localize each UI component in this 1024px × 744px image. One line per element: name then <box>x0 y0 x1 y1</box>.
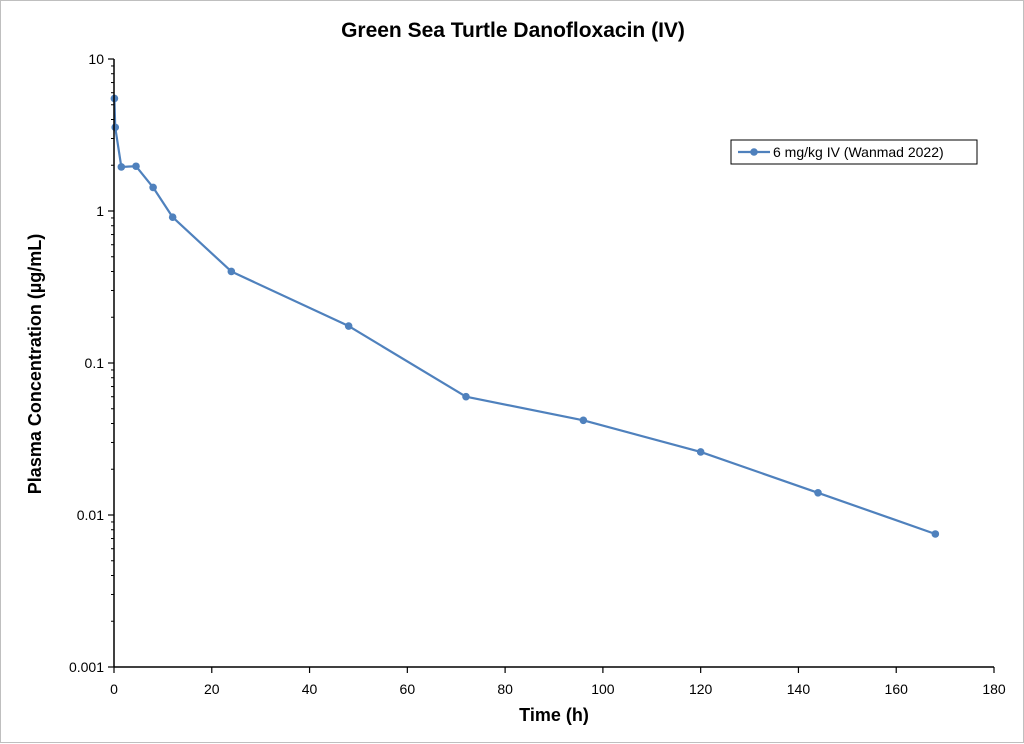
x-tick-label: 60 <box>400 681 416 697</box>
y-tick-label: 0.01 <box>77 507 104 523</box>
x-tick-label: 120 <box>689 681 713 697</box>
data-point <box>931 530 940 538</box>
data-point <box>227 267 236 276</box>
x-tick-label: 40 <box>302 681 318 697</box>
x-tick-label: 20 <box>204 681 220 697</box>
data-point <box>149 183 157 192</box>
data-point <box>132 162 140 171</box>
data-point <box>117 163 126 171</box>
x-tick-label: 140 <box>787 681 811 697</box>
y-tick-label: 0.1 <box>85 355 105 371</box>
y-tick-label: 10 <box>88 51 104 67</box>
data-point <box>344 322 353 330</box>
y-tick-labels: 0.001 0.01 0.1 1 10 <box>69 51 104 675</box>
axes <box>108 58 995 673</box>
x-tick-labels: 0 20 40 60 80 100 120 140 160 180 <box>110 681 1006 697</box>
y-tick-label: 0.001 <box>69 659 104 675</box>
data-point <box>814 488 822 497</box>
legend-series-label: 6 mg/kg IV (Wanmad 2022) <box>773 144 944 160</box>
legend-box <box>730 139 978 165</box>
y-axis-title: Plasma Concentration (µg/mL) <box>25 234 45 494</box>
x-tick-label: 180 <box>982 681 1006 697</box>
data-point <box>111 123 120 132</box>
data-point <box>168 213 177 222</box>
plot-series <box>110 94 940 538</box>
x-tick-label: 100 <box>591 681 615 697</box>
y-tick-label: 1 <box>96 203 104 219</box>
legend-series-marker <box>750 148 758 156</box>
x-tick-label: 80 <box>497 681 513 697</box>
legend: 6 mg/kg IV (Wanmad 2022) <box>730 139 978 165</box>
chart-title: Green Sea Turtle Danofloxacin (IV) <box>341 19 685 42</box>
x-axis-title: Time (h) <box>519 705 589 725</box>
data-point <box>579 416 588 425</box>
data-point <box>462 392 470 401</box>
x-tick-label: 0 <box>110 681 118 697</box>
x-tick-label: 160 <box>885 681 909 697</box>
data-point <box>696 448 705 456</box>
